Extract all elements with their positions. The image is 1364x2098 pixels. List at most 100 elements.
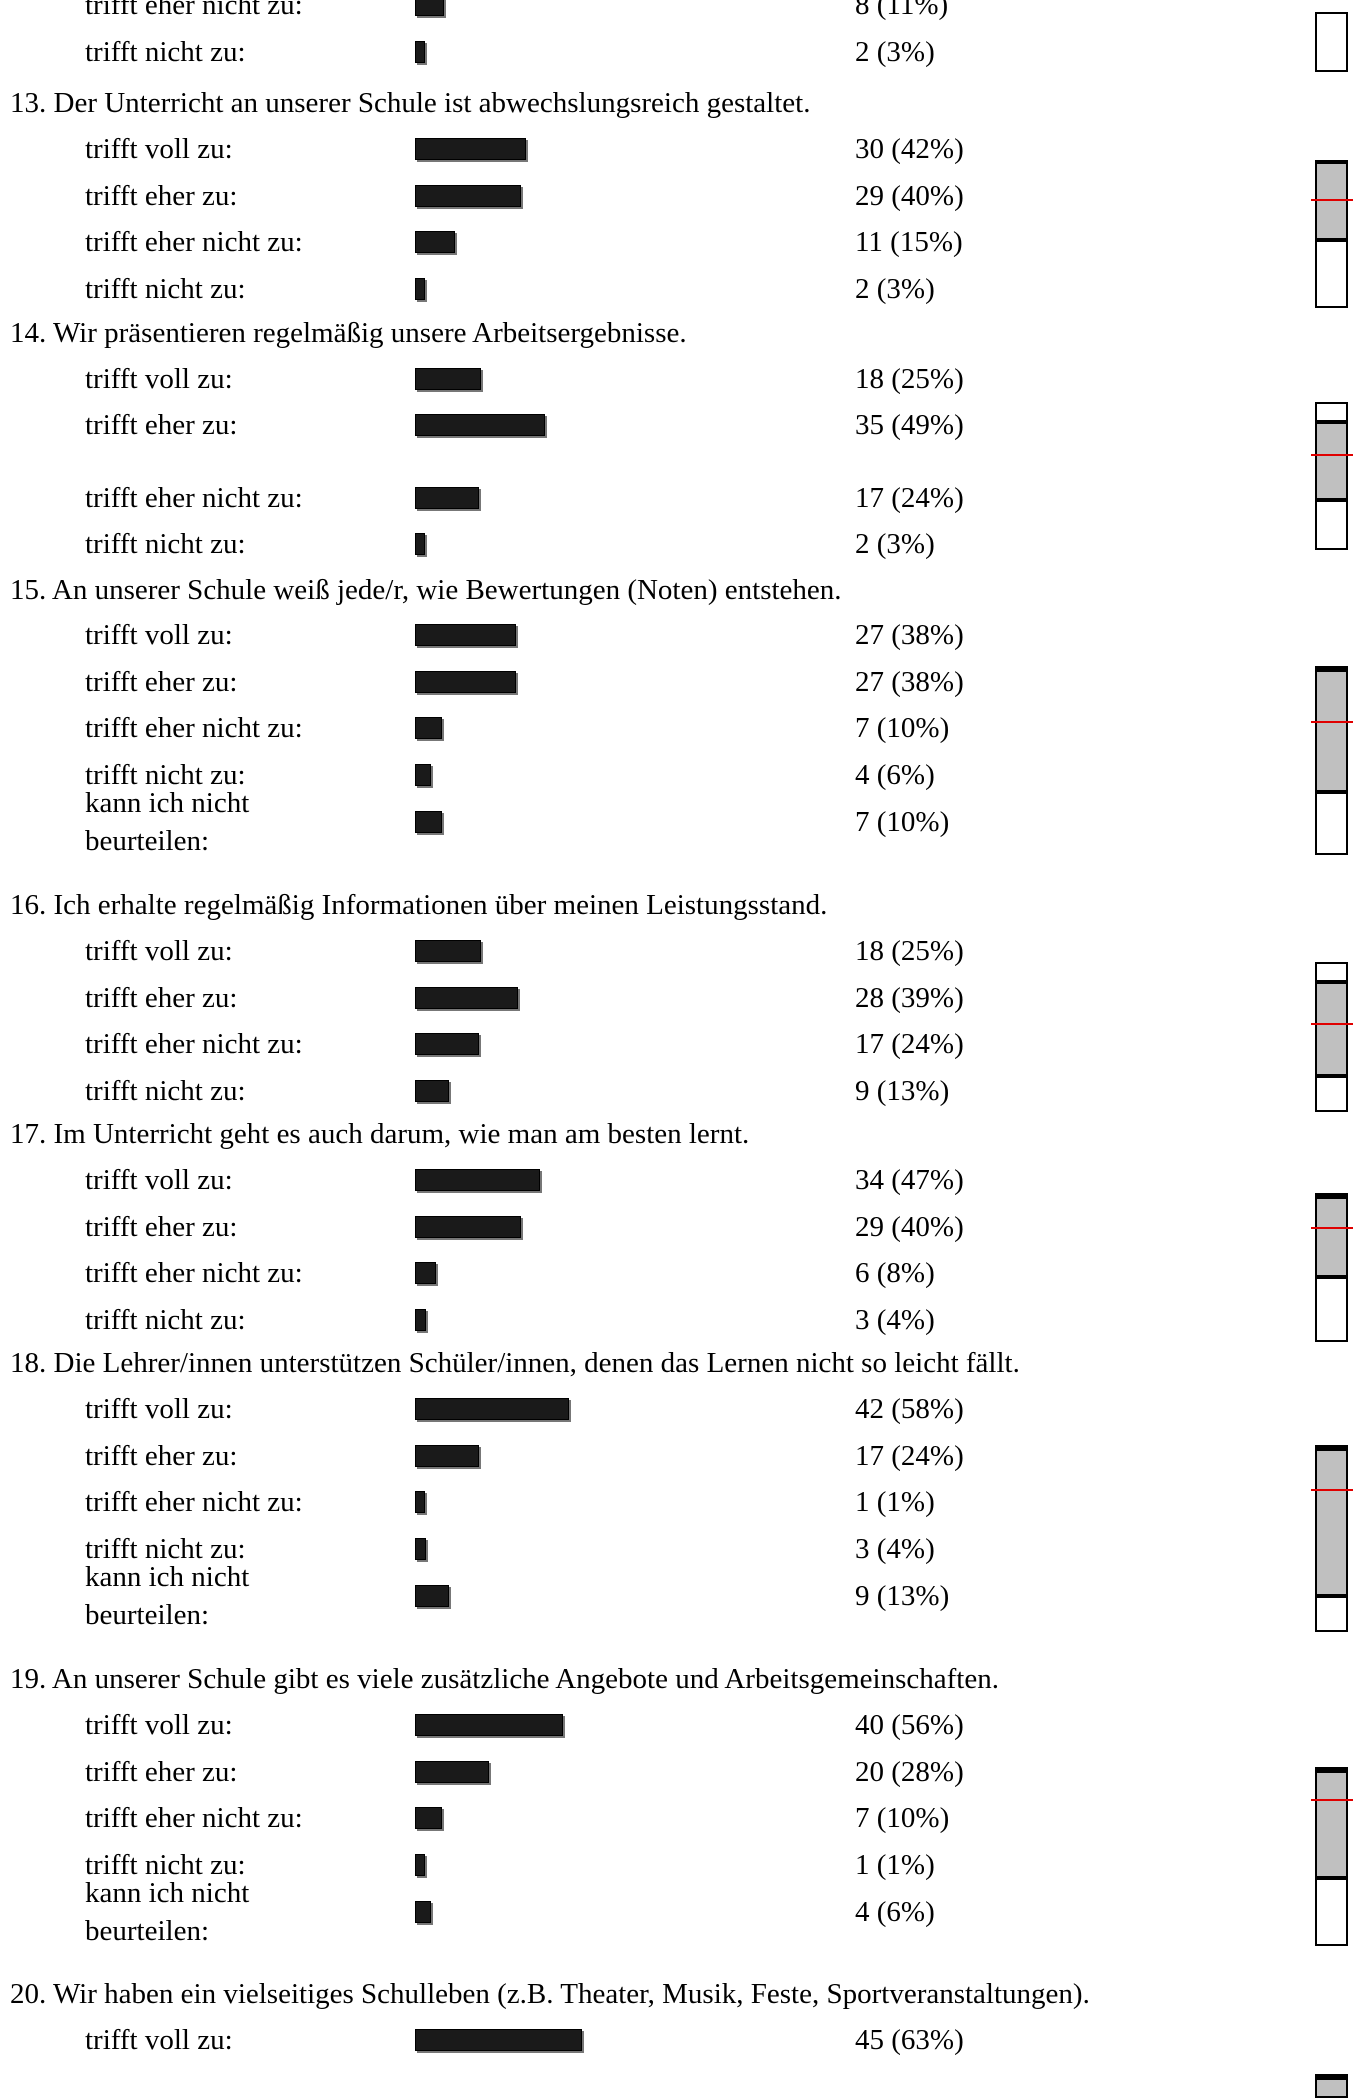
question-title: 19. An unserer Schule gibt es viele zusä…: [10, 1663, 999, 1695]
response-bar: [415, 1445, 479, 1467]
response-bar: [415, 2029, 582, 2051]
response-count: 4 (6%): [855, 759, 935, 791]
answer-label-line: beurteilen:: [85, 1599, 210, 1631]
answer-label: trifft voll zu:: [85, 1393, 233, 1425]
answer-label: kann ich nicht beurteilen:: [85, 1558, 249, 1634]
answer-label: trifft nicht zu:: [85, 1304, 246, 1336]
box-segment: [1315, 982, 1348, 1076]
response-bar: [415, 1854, 425, 1876]
box-segment: [1315, 12, 1348, 72]
response-bar: [415, 1761, 489, 1783]
response-count: 1 (1%): [855, 1849, 935, 1881]
answer-label: trifft voll zu:: [85, 935, 233, 967]
response-bar: [415, 1491, 425, 1513]
response-count: 4 (6%): [855, 1896, 935, 1928]
distribution-box: [1311, 160, 1353, 308]
response-bar: [415, 1398, 569, 1420]
box-segment: [1315, 2078, 1348, 2098]
response-bar: [415, 487, 479, 509]
question-title: 15. An unserer Schule weiß jede/r, wie B…: [10, 574, 842, 606]
answer-label: trifft eher nicht zu:: [85, 1486, 303, 1518]
box-segment: [1315, 792, 1348, 855]
response-count: 3 (4%): [855, 1304, 935, 1336]
distribution-box: [1311, 1445, 1353, 1632]
response-bar: [415, 940, 481, 962]
answer-label: trifft eher zu:: [85, 409, 238, 441]
response-count: 29 (40%): [855, 1211, 964, 1243]
question-title: 13. Der Unterricht an unserer Schule ist…: [10, 87, 811, 119]
answer-label-line: kann ich nicht: [85, 787, 250, 819]
answer-label: trifft eher nicht zu:: [85, 712, 303, 744]
response-count: 9 (13%): [855, 1580, 950, 1612]
answer-label: kann ich nicht beurteilen:: [85, 784, 249, 860]
response-bar: [415, 231, 455, 253]
answer-label: trifft eher zu:: [85, 666, 238, 698]
mean-marker: [1311, 721, 1353, 723]
response-count: 20 (28%): [855, 1756, 964, 1788]
box-segment: [1315, 1277, 1348, 1342]
response-bar: [415, 1807, 442, 1829]
response-count: 18 (25%): [855, 935, 964, 967]
answer-label: trifft eher nicht zu:: [85, 226, 303, 258]
answer-label: trifft nicht zu:: [85, 759, 246, 791]
response-count: 30 (42%): [855, 133, 964, 165]
box-segment: [1315, 422, 1348, 500]
response-bar: [415, 414, 545, 436]
response-count: 27 (38%): [855, 619, 964, 651]
mean-marker: [1311, 1489, 1353, 1491]
answer-label: trifft eher nicht zu:: [85, 1802, 303, 1834]
box-segment: [1315, 1076, 1348, 1112]
response-bar: [415, 1169, 540, 1191]
response-bar: [415, 764, 431, 786]
response-bar: [415, 717, 442, 739]
answer-label: trifft eher zu:: [85, 1756, 238, 1788]
answer-label-line: beurteilen:: [85, 1915, 210, 1947]
box-segment: [1315, 666, 1348, 670]
box-segment: [1315, 1596, 1348, 1632]
box-segment: [1315, 2074, 1348, 2078]
box-segment: [1315, 1445, 1348, 1449]
response-bar: [415, 1714, 563, 1736]
answer-label-line: beurteilen:: [85, 825, 210, 857]
response-count: 7 (10%): [855, 806, 950, 838]
box-segment: [1315, 1878, 1348, 1946]
answer-label: trifft eher nicht zu:: [85, 1257, 303, 1289]
box-segment: [1315, 1767, 1348, 1771]
distribution-box: [1311, 1193, 1353, 1342]
response-count: 2 (3%): [855, 273, 935, 305]
answer-label: trifft eher nicht zu:: [85, 482, 303, 514]
answer-label: trifft eher zu:: [85, 1211, 238, 1243]
response-bar: [415, 1309, 426, 1331]
response-count: 2 (3%): [855, 36, 935, 68]
mean-marker: [1311, 1227, 1353, 1229]
response-count: 42 (58%): [855, 1393, 964, 1425]
box-segment: [1315, 402, 1348, 422]
response-count: 45 (63%): [855, 2024, 964, 2056]
response-count: 18 (25%): [855, 363, 964, 395]
response-count: 27 (38%): [855, 666, 964, 698]
response-count: 17 (24%): [855, 1440, 964, 1472]
question-title: 20. Wir haben ein vielseitiges Schullebe…: [10, 1978, 1090, 2010]
distribution-box: [1315, 12, 1348, 72]
response-count: 17 (24%): [855, 482, 964, 514]
answer-label: trifft voll zu:: [85, 363, 233, 395]
answer-label: trifft eher nicht zu:: [85, 0, 303, 21]
answer-label-line: kann ich nicht: [85, 1561, 250, 1593]
response-count: 17 (24%): [855, 1028, 964, 1060]
box-segment: [1315, 240, 1348, 308]
response-count: 3 (4%): [855, 1533, 935, 1565]
answer-label: trifft voll zu:: [85, 1164, 233, 1196]
answer-label: trifft nicht zu:: [85, 36, 246, 68]
response-bar: [415, 1033, 479, 1055]
response-bar: [415, 278, 425, 300]
box-segment: [1315, 1197, 1348, 1277]
response-bar: [415, 1585, 449, 1607]
response-bar: [415, 1262, 436, 1284]
response-bar: [415, 624, 516, 646]
response-bar: [415, 987, 518, 1009]
response-count: 7 (10%): [855, 1802, 950, 1834]
answer-label: trifft eher nicht zu:: [85, 1028, 303, 1060]
response-count: 35 (49%): [855, 409, 964, 441]
box-segment: [1315, 162, 1348, 240]
